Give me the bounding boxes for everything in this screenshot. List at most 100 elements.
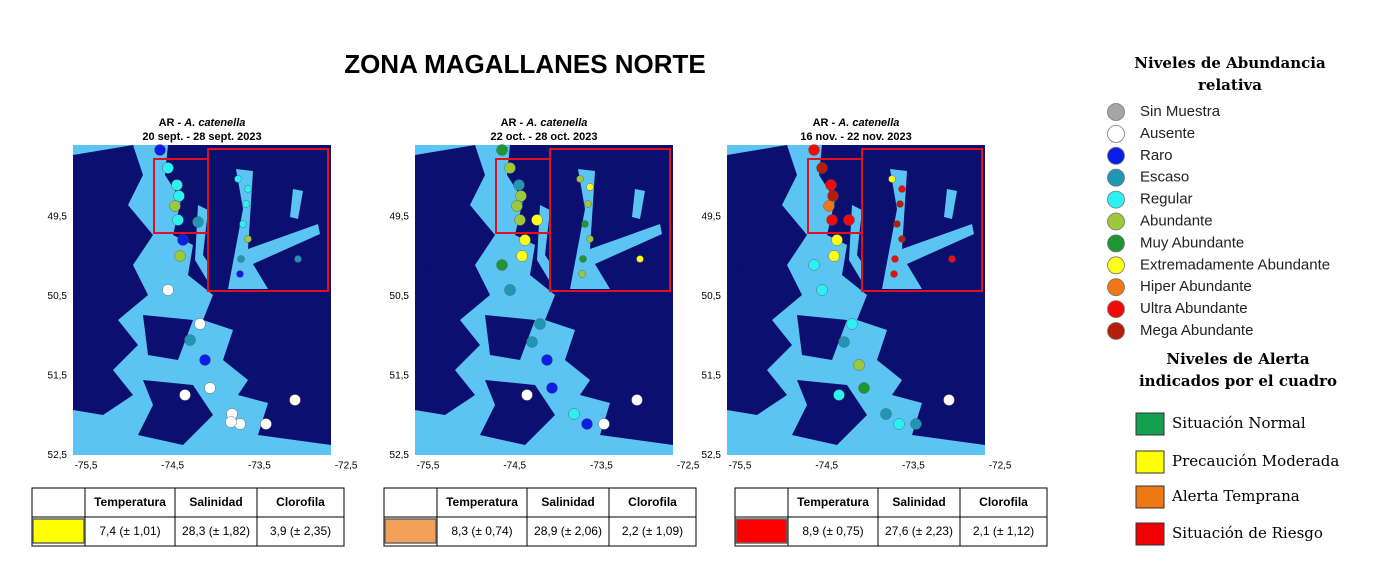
sample-point [853,359,865,371]
legend-label: Ultra Abundante [1140,300,1248,317]
legend-label: Muy Abundante [1140,234,1244,251]
sample-point [568,408,580,420]
panel-prefix: AR - [813,117,839,129]
sample-point [194,318,206,330]
table-header: Temperatura [94,495,166,509]
table-cell: 7,4 (± 1,01) [99,524,160,538]
legend-label: Raro [1140,147,1173,164]
sample-point [893,418,905,430]
table-cell: 28,9 (± 2,06) [534,524,602,538]
sample-point [192,216,204,228]
sample-point [162,284,174,296]
y-tick-label: 49,5 [48,212,68,223]
sample-point [823,200,835,212]
x-tick-label: -75,5 [729,461,752,472]
inset-point [584,200,592,208]
alert-swatch [32,518,85,544]
inset-point [898,185,906,193]
sample-point [154,144,166,156]
table-cell: 2,1 (± 1,12) [973,524,1034,538]
land-mass [732,205,867,445]
x-tick-label: -72,5 [677,461,700,472]
sample-point [289,394,301,406]
sample-point [910,418,922,430]
inset-map [861,148,983,292]
legend-marker [1107,322,1125,340]
panel-title: AR - A. catenella [501,117,588,129]
legend-marker [1107,124,1125,143]
sample-point [504,284,516,296]
sample-point [531,214,543,226]
sample-point [174,250,186,262]
x-tick-label: -74,5 [503,461,526,472]
legend-label: Escaso [1140,169,1189,186]
sample-point [496,144,508,156]
y-tick-label: 49,5 [702,212,722,223]
sample-point [534,318,546,330]
legend-title: indicados por el cuadro [1139,372,1337,390]
table-header: Salinidad [892,495,945,509]
table-header: Clorofila [276,495,325,509]
legend-label: Mega Abundante [1140,322,1253,339]
legend-marker [1107,256,1125,275]
sample-point [943,394,955,406]
table-header: Clorofila [979,495,1028,509]
sample-point [825,179,837,191]
legend-label: Hiper Abundante [1140,278,1252,295]
sample-point [169,200,181,212]
inset-point [581,220,589,228]
inset-point [237,255,245,263]
sample-point [511,200,523,212]
x-tick-label: -75,5 [417,461,440,472]
table-cell: 8,9 (± 0,75) [802,524,863,538]
sample-point [171,179,183,191]
sample-point [162,162,174,174]
legend-marker [1107,103,1125,121]
y-tick-label: 52,5 [48,450,68,461]
alert-marker [1135,485,1165,509]
sample-point [541,354,553,366]
alert-swatch [735,518,788,544]
y-tick-label: 52,5 [702,450,722,461]
land-mass [78,205,213,445]
inset-point [586,235,594,243]
sample-point [519,234,531,246]
sample-point [880,408,892,420]
panel-species: A. catenella [525,117,587,129]
sample-point [177,234,189,246]
inset-point [239,220,247,228]
legend-marker [1107,278,1125,297]
sample-point [516,250,528,262]
inset-point [236,270,244,278]
table-header: Temperatura [446,495,518,509]
x-tick-label: -72,5 [335,461,358,472]
inset-point [244,235,252,243]
legend-marker [1107,190,1125,209]
table-cell: 28,3 (± 1,82) [182,524,250,538]
alert-marker [1135,522,1165,546]
inset-channel [570,169,662,289]
panel-title: AR - A. catenella [159,117,246,129]
inset-map [207,148,329,292]
sample-point [521,389,533,401]
legend-label: Extremadamente Abundante [1140,256,1330,273]
inset-point [888,175,896,183]
legend-marker [1107,300,1125,319]
inset-channel [882,169,974,289]
sample-point [827,190,839,202]
inset-point [890,270,898,278]
x-tick-label: -73,5 [248,461,271,472]
y-tick-label: 50,5 [390,291,410,302]
table-cell: 2,2 (± 1,09) [622,524,683,538]
legend-title: relativa [1198,76,1262,94]
legend-label: Sin Muestra [1140,103,1221,120]
sample-point [173,190,185,202]
x-tick-label: -74,5 [161,461,184,472]
sample-point [496,259,508,271]
sample-point [172,214,184,226]
land-mass [420,205,555,445]
y-tick-label: 50,5 [48,291,68,302]
alert-label: Alerta Temprana [1171,487,1300,505]
alert-marker [1135,450,1165,474]
inset-point [586,183,594,191]
